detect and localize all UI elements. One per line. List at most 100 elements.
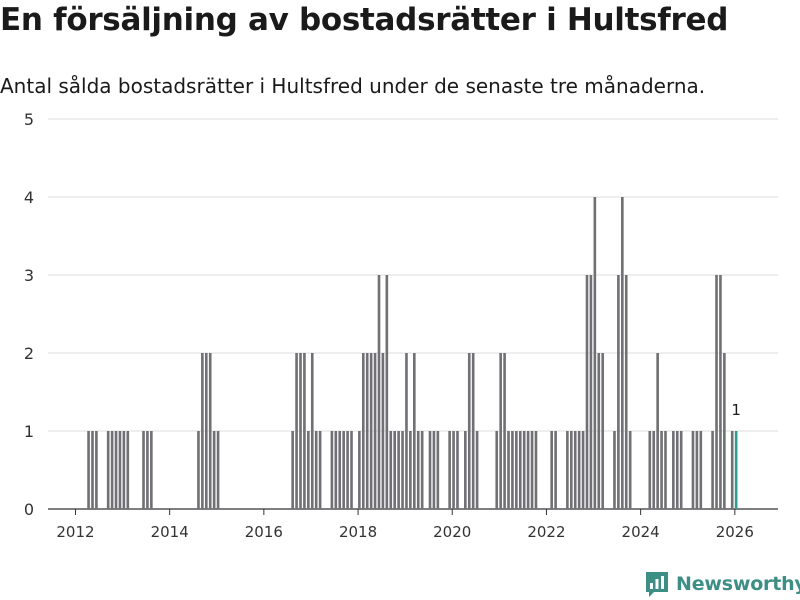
highlight-data-label: 1	[731, 401, 741, 419]
bar	[310, 353, 314, 509]
bar	[471, 353, 475, 509]
bar	[295, 353, 298, 509]
bar	[122, 431, 126, 509]
bar	[150, 431, 153, 509]
bar	[503, 353, 506, 509]
bar	[416, 431, 420, 509]
bar	[499, 353, 502, 509]
bar	[464, 431, 467, 509]
bar	[110, 431, 114, 509]
bar	[569, 431, 573, 509]
bar	[534, 431, 538, 509]
bar	[526, 431, 530, 509]
bar	[350, 431, 353, 509]
data-labels: 1	[731, 401, 741, 419]
newsworthy-logo: Newsworthy	[644, 570, 800, 598]
bar	[675, 431, 679, 509]
bar	[518, 431, 522, 509]
y-tick-label: 1	[24, 422, 34, 441]
bar	[507, 431, 510, 509]
bar	[448, 431, 451, 509]
chart-subtitle: Antal sålda bostadsrätter i Hultsfred un…	[0, 74, 706, 98]
bar	[652, 431, 656, 509]
bar	[91, 431, 94, 509]
highlight-bar	[734, 431, 738, 509]
bar	[475, 431, 479, 509]
y-tick-label: 3	[24, 266, 34, 285]
bar	[420, 431, 424, 509]
bar	[495, 431, 499, 509]
x-tick-label: 2016	[245, 523, 283, 541]
bar	[550, 431, 553, 509]
chart-title: En försäljning av bostadsrätter i Hultsf…	[0, 2, 729, 38]
bar	[208, 353, 212, 509]
bar	[522, 431, 526, 509]
bar	[106, 431, 110, 509]
y-tick-label: 5	[24, 110, 34, 129]
bar	[389, 431, 393, 509]
bar	[597, 353, 601, 509]
bar	[436, 431, 440, 509]
bar	[118, 431, 122, 509]
bar	[291, 431, 294, 509]
bar	[456, 431, 459, 509]
x-tick-label: 2018	[339, 523, 377, 541]
x-tick-label: 2024	[622, 523, 660, 541]
bar	[377, 275, 381, 509]
newsworthy-chart-icon	[646, 572, 668, 597]
bar	[307, 431, 310, 509]
bar	[730, 431, 734, 509]
bar	[672, 431, 675, 509]
bar	[679, 431, 683, 509]
brand-name: Newsworthy	[676, 573, 800, 595]
bar	[361, 353, 365, 509]
bar	[385, 275, 389, 509]
bar	[95, 431, 98, 509]
bar	[413, 353, 416, 509]
bar	[511, 431, 514, 509]
x-tick-label: 2020	[433, 523, 471, 541]
bar	[621, 197, 624, 509]
bar	[365, 353, 369, 509]
y-tick-label: 4	[24, 188, 34, 207]
bar	[346, 431, 349, 509]
bar	[428, 431, 432, 509]
bar	[573, 431, 577, 509]
x-tick-label: 2022	[527, 523, 565, 541]
bar	[197, 431, 200, 509]
bar	[369, 353, 373, 509]
bar-chart: 0 1 2 3 4 5 1 2012 2014 2016 2018 2020 2022 2024 202…	[24, 110, 778, 541]
bar	[530, 431, 534, 509]
bars	[87, 197, 738, 509]
bar	[617, 275, 620, 509]
bar	[691, 431, 695, 509]
bar	[393, 431, 397, 509]
bar	[613, 431, 616, 509]
bar	[397, 431, 400, 509]
bar	[314, 431, 318, 509]
x-tick-label: 2014	[151, 523, 189, 541]
bar	[601, 353, 605, 509]
bar	[624, 275, 628, 509]
bar	[201, 353, 204, 509]
bar	[452, 431, 455, 509]
bar	[554, 431, 557, 509]
bar	[585, 275, 589, 509]
bar	[216, 431, 220, 509]
bar	[381, 353, 385, 509]
bar	[401, 431, 404, 509]
bar	[358, 431, 361, 509]
bar	[715, 275, 718, 509]
y-tick-label: 2	[24, 344, 34, 363]
bar	[699, 431, 703, 509]
bar	[577, 431, 581, 509]
bar	[318, 431, 322, 509]
bar	[87, 431, 90, 509]
bar	[212, 431, 216, 509]
x-tick-label: 2012	[56, 523, 94, 541]
bar	[648, 431, 652, 509]
bar	[467, 353, 471, 509]
bar	[146, 431, 149, 509]
bar	[299, 353, 302, 509]
x-axis-ticks: 2012 2014 2016 2018 2020 2022 2024 2026	[56, 509, 754, 541]
